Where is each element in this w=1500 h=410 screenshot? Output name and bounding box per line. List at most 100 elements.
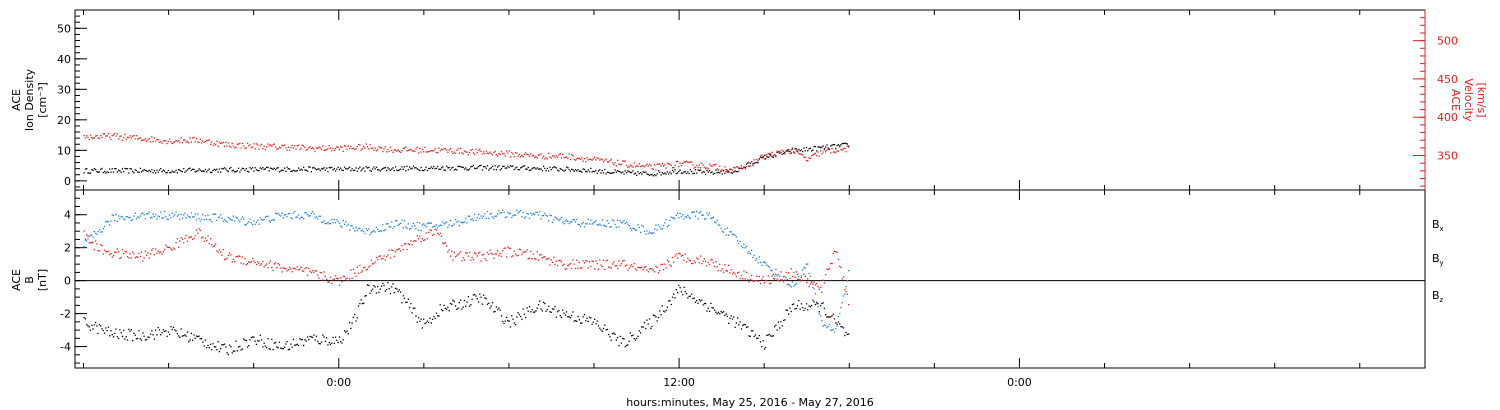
by-series-point [190, 212, 192, 214]
bx-series-point [839, 323, 841, 325]
bz-series-point [415, 240, 417, 242]
velocity-series-point [581, 157, 583, 159]
by-series-point [558, 219, 560, 221]
by-series-point [498, 210, 500, 212]
ion-density-series-point [294, 170, 296, 172]
by-series-point [454, 219, 457, 221]
velocity-series-point [683, 161, 685, 163]
bx-series-point [674, 297, 676, 299]
bz-series-point [733, 271, 735, 274]
by-series-point [215, 213, 217, 215]
bx-series-point [106, 329, 108, 332]
velocity-series-point [601, 159, 603, 161]
ion-density-series-point [185, 170, 187, 172]
by-series-point [188, 216, 190, 218]
bx-series-point [125, 336, 127, 338]
bx-series-point [194, 337, 196, 339]
ion-density-series-point [730, 172, 732, 174]
by-series-point [373, 230, 375, 232]
ion-density-series-point [568, 168, 570, 171]
velocity-series-point [347, 145, 349, 147]
velocity-series-point [619, 164, 621, 166]
bz-series-point [257, 261, 259, 263]
ion-density-series-point [708, 170, 711, 172]
velocity-series-point [400, 151, 402, 153]
by-series-point [470, 219, 472, 221]
velocity-series-point [331, 150, 333, 152]
bz-series-point [789, 277, 791, 280]
by-series-point [768, 266, 771, 268]
velocity-series-point [195, 137, 198, 140]
bx-series-point [162, 329, 164, 331]
by-series-point [650, 232, 652, 234]
bz-series-point [692, 262, 694, 265]
ion-density-series-point [606, 171, 609, 173]
velocity-series-point [95, 135, 97, 137]
bz-series-point [660, 264, 662, 266]
by-series-point [156, 218, 158, 220]
bx-series-point [135, 338, 138, 340]
by-series-point [220, 214, 222, 216]
velocity-series-point [249, 144, 251, 146]
ion-density-series-point [352, 169, 355, 172]
bz-series-point [331, 282, 333, 284]
bz-series-point [419, 235, 421, 237]
bz-series-point [648, 268, 651, 270]
by-series-point [153, 215, 155, 218]
by-series-point [92, 236, 94, 238]
ion-density-series-point [528, 169, 531, 172]
bz-series-point [683, 259, 685, 261]
bz-series-point [763, 282, 766, 284]
bz-series-point [345, 278, 347, 280]
by-series-point [296, 216, 298, 218]
ion-density-series-point [490, 167, 492, 169]
bz-series-point [586, 260, 588, 262]
velocity-series-point [774, 154, 776, 156]
bx-series-point [595, 323, 597, 325]
ion-density-series-point [361, 168, 363, 170]
ion-density-series-point [88, 172, 90, 174]
velocity-series-point [96, 134, 98, 137]
bx-series-point [498, 307, 500, 309]
by-series-point [409, 228, 411, 230]
velocity-series-point [541, 157, 543, 159]
bx-series-point [657, 316, 660, 319]
bx-series-point [522, 308, 524, 310]
bz-series-point [693, 260, 695, 262]
by-series-point [742, 247, 744, 249]
bz-series-point [601, 265, 603, 268]
velocity-series-point [310, 147, 312, 150]
bz-series-point [437, 232, 439, 234]
velocity-series-point [305, 149, 307, 151]
bz-series-point [539, 254, 541, 256]
by-series-point [329, 222, 332, 225]
bz-series-point [171, 249, 173, 251]
ion-density-series-point [207, 169, 209, 172]
velocity-series-point [743, 166, 745, 168]
bz-series-point [267, 267, 269, 269]
ion-density-series-point [106, 171, 108, 173]
bx-series-point [697, 302, 699, 304]
velocity-series-point [240, 147, 242, 149]
bz-series-point [513, 250, 515, 252]
bz-series-point [253, 260, 255, 262]
ion-density-series-point [619, 171, 621, 173]
bx-series-point [662, 310, 665, 312]
bx-series-point [831, 315, 833, 317]
ion-density-series-point [114, 168, 116, 170]
by-series-point [601, 219, 603, 221]
velocity-series-point [396, 150, 398, 152]
bz-series-point [812, 283, 814, 285]
by-series-point [647, 233, 649, 235]
velocity-series-point [448, 149, 450, 151]
bz-series-point [107, 250, 110, 252]
velocity-series-point [523, 153, 526, 155]
ion-density-series-point [634, 172, 637, 174]
bx-series-point [573, 320, 575, 322]
by-series-point [765, 262, 767, 264]
ion-density-series-point [517, 168, 519, 171]
bz-series-point [613, 261, 615, 263]
bz-series-point [359, 264, 361, 267]
ion-density-series-point [309, 166, 311, 168]
by-series-point [149, 217, 152, 219]
